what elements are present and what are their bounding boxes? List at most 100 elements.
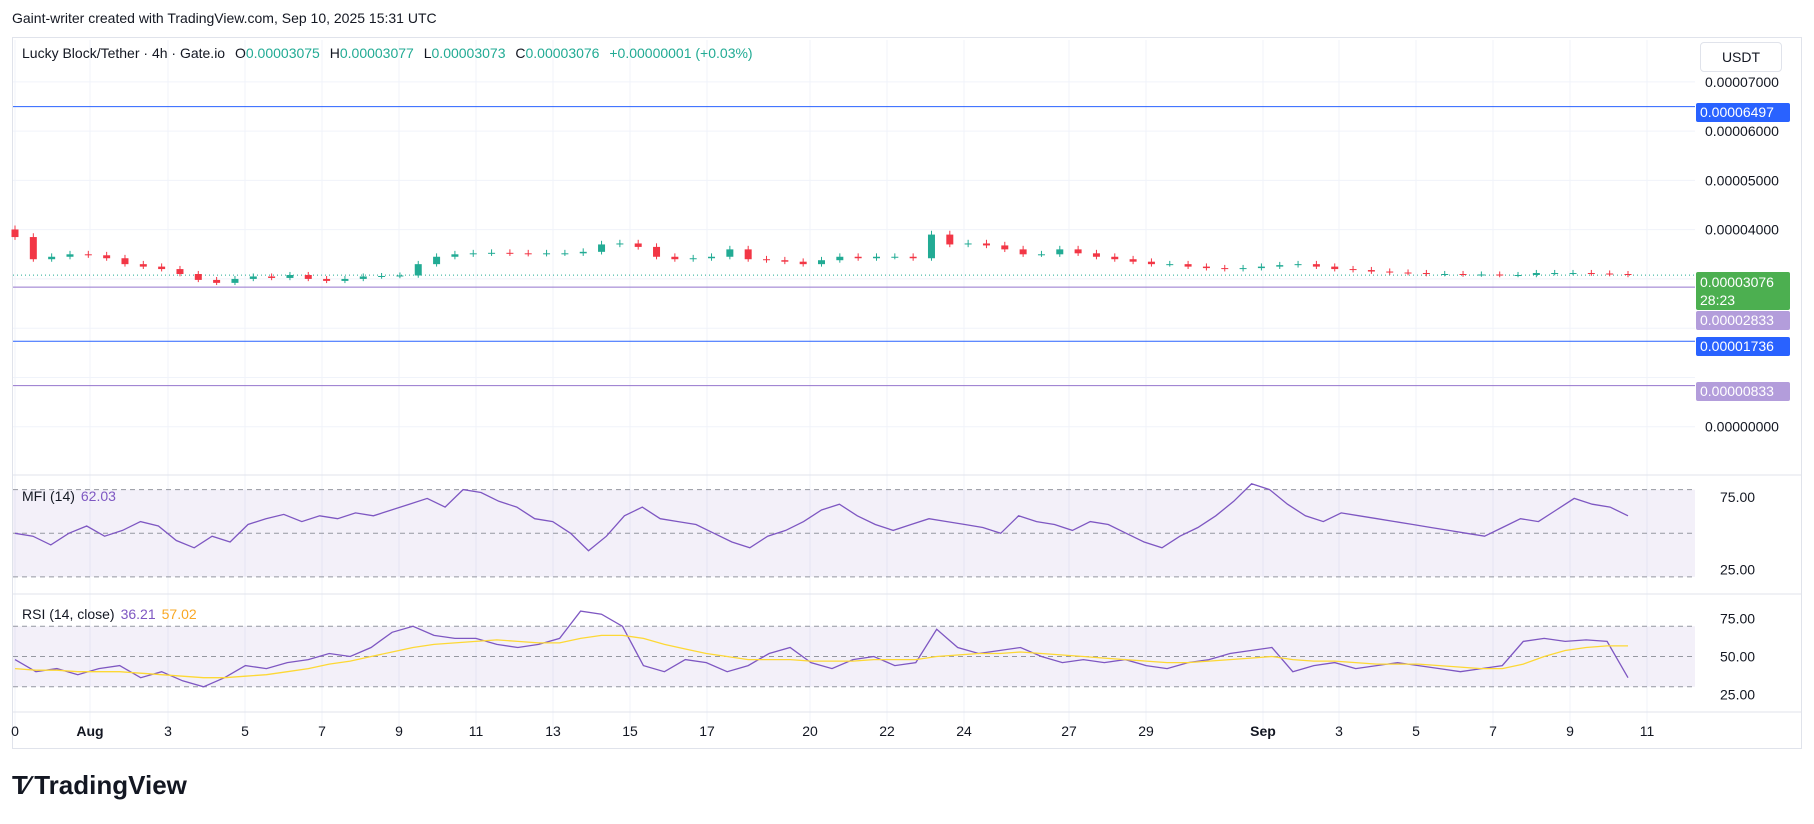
candle-body-0 — [11, 229, 19, 238]
candle-body-2 — [48, 256, 56, 260]
candle-body-25 — [469, 253, 477, 255]
rsi-tick-1: 50.00 — [1720, 649, 1755, 665]
price-tick-0: 0.00007000 — [1705, 74, 1779, 90]
support-price-tag: 0.00001736 — [1696, 337, 1790, 356]
low-support-price-tag: 0.00000833 — [1696, 382, 1790, 401]
rsi-legend: RSI (14, close) 36.21 57.02 — [22, 606, 203, 622]
candle-body-34 — [634, 243, 642, 247]
candle-body-30 — [561, 253, 569, 255]
time-tick-7: 13 — [545, 723, 561, 739]
bar-countdown: 28:23 — [1700, 292, 1736, 308]
candle-body-27 — [506, 252, 514, 254]
candle-body-83 — [1532, 273, 1540, 275]
candle-body-40 — [744, 249, 752, 260]
time-tick-4: 7 — [318, 723, 326, 739]
candle-body-23 — [433, 256, 441, 265]
time-tick-20: 11 — [1640, 723, 1655, 739]
candle-body-6 — [121, 258, 129, 265]
current-price: 0.00003076 — [1700, 274, 1774, 290]
candle-body-17 — [323, 278, 331, 281]
high-label: H — [329, 45, 340, 61]
candle-body-12 — [231, 278, 239, 283]
time-tick-1: Aug — [76, 723, 103, 739]
tradingview-logo[interactable]: T∕ TradingView — [12, 770, 187, 801]
time-tick-16: 3 — [1335, 723, 1343, 739]
candle-body-33 — [616, 243, 624, 245]
rsi-ma-value: 57.02 — [161, 606, 197, 622]
candle-body-13 — [249, 276, 257, 279]
candle-body-72 — [1331, 266, 1339, 270]
mfi-legend: MFI (14) 62.03 — [22, 488, 122, 504]
candle-body-28 — [524, 253, 532, 255]
high-value: 0.00003077 — [339, 45, 414, 61]
candle-body-21 — [396, 275, 404, 277]
price-tick-2: 0.00005000 — [1705, 172, 1779, 188]
horizontal-levels — [13, 106, 1695, 387]
candle-body-81 — [1496, 274, 1504, 276]
time-tick-14: 29 — [1138, 723, 1154, 739]
candle-body-3 — [66, 254, 74, 257]
candle-body-68 — [1257, 266, 1265, 269]
candles — [11, 225, 1632, 286]
candle-body-79 — [1459, 274, 1467, 276]
ohlc-legend: Lucky Block/Tether · 4h · Gate.io O0.000… — [22, 45, 759, 61]
candle-body-87 — [1606, 273, 1614, 275]
candle-body-36 — [671, 256, 679, 260]
mfi-name: MFI (14) — [22, 488, 75, 504]
candle-body-52 — [964, 243, 972, 245]
candle-body-19 — [359, 276, 367, 279]
time-tick-12: 24 — [956, 723, 972, 739]
candle-body-45 — [836, 256, 844, 261]
close-label: C — [515, 45, 526, 61]
candle-body-69 — [1276, 265, 1284, 267]
candle-body-84 — [1551, 273, 1559, 275]
low-value: 0.00003073 — [431, 45, 506, 61]
candle-body-54 — [1001, 245, 1009, 250]
candle-body-70 — [1294, 264, 1302, 266]
candle-body-9 — [176, 269, 184, 275]
time-tick-8: 15 — [622, 723, 638, 739]
candle-body-59 — [1092, 253, 1100, 257]
mfi-line — [14, 483, 1629, 552]
time-tick-17: 5 — [1412, 723, 1420, 739]
rsi-ma-line — [14, 634, 1628, 679]
mfi-panel — [13, 483, 1695, 578]
candle-body-64 — [1184, 264, 1192, 267]
time-tick-18: 7 — [1489, 723, 1497, 739]
candle-body-15 — [286, 274, 294, 278]
currency-unit-button[interactable]: USDT — [1700, 42, 1782, 72]
candle-body-20 — [378, 275, 386, 277]
candle-body-77 — [1422, 273, 1430, 275]
time-tick-6: 11 — [469, 723, 484, 739]
candle-body-60 — [1111, 256, 1119, 260]
candle-body-56 — [1037, 254, 1045, 256]
candle-body-43 — [799, 261, 807, 265]
time-tick-9: 17 — [699, 723, 715, 739]
candle-body-38 — [708, 256, 716, 259]
tradingview-mark-icon: T∕ — [12, 770, 29, 800]
time-tick-10: 20 — [802, 723, 818, 739]
candle-body-41 — [763, 259, 771, 261]
candle-body-49 — [909, 256, 917, 259]
rsi-line — [14, 610, 1629, 688]
candle-body-74 — [1367, 270, 1375, 272]
candle-body-76 — [1404, 272, 1412, 274]
candle-body-82 — [1514, 274, 1522, 276]
time-tick-3: 5 — [241, 723, 249, 739]
candle-body-10 — [194, 274, 202, 280]
time-tick-5: 9 — [395, 723, 403, 739]
candle-body-35 — [653, 246, 661, 257]
candle-body-58 — [1074, 249, 1082, 254]
rsi-name: RSI (14, close) — [22, 606, 115, 622]
candle-body-32 — [598, 244, 606, 252]
candle-body-5 — [103, 255, 111, 259]
axes: 0.00007000 0.00006000 0.00005000 0.00004000… — [11, 74, 1779, 739]
candle-body-4 — [84, 254, 92, 256]
candle-body-57 — [1056, 249, 1064, 255]
candle-body-7 — [139, 264, 147, 267]
mfi-tick-1: 25.00 — [1720, 562, 1755, 578]
candle-body-48 — [891, 256, 899, 258]
candle-body-86 — [1587, 273, 1595, 275]
candle-body-61 — [1129, 259, 1137, 262]
